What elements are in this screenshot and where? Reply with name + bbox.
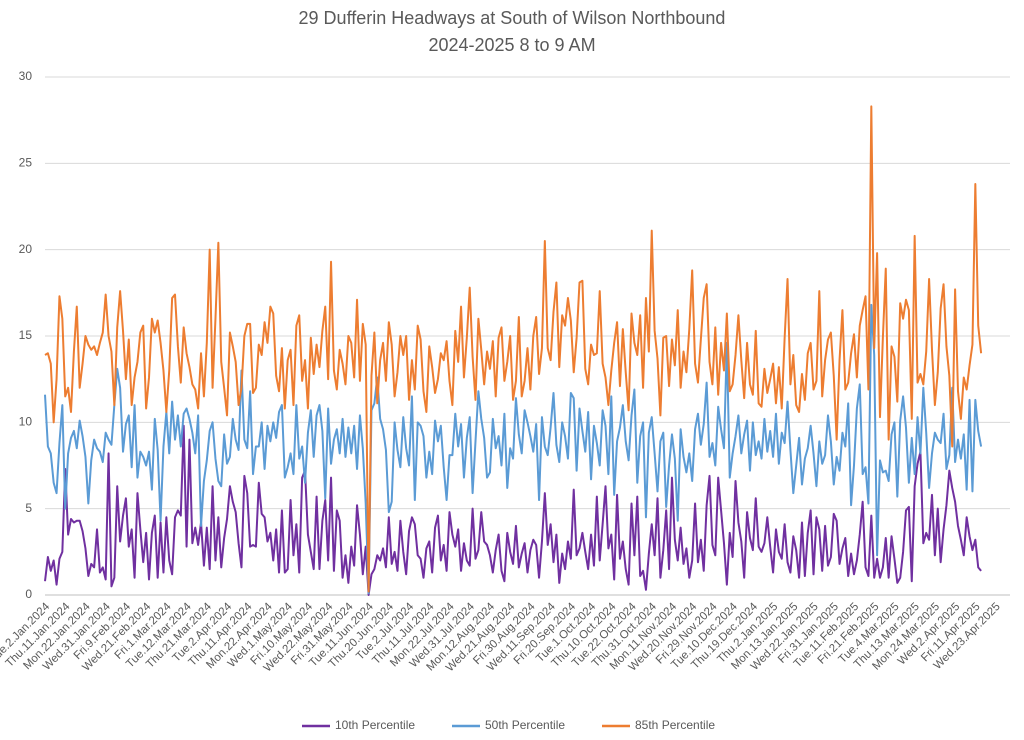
series-line [44,303,983,595]
y-tick-label: 5 [25,501,32,515]
legend-label: 10th Percentile [335,718,415,732]
series-line [44,105,983,593]
y-tick-label: 30 [19,69,33,83]
y-tick-label: 20 [19,242,33,256]
y-tick-label: 25 [19,156,33,170]
y-tick-label: 0 [25,587,32,601]
chart-subtitle: 2024-2025 8 to 9 AM [428,35,595,55]
legend-label: 85th Percentile [635,718,715,732]
y-tick-label: 10 [19,415,33,429]
y-tick-label: 15 [19,328,33,342]
legend-label: 50th Percentile [485,718,565,732]
chart-title: 29 Dufferin Headways at South of Wilson … [299,8,726,28]
